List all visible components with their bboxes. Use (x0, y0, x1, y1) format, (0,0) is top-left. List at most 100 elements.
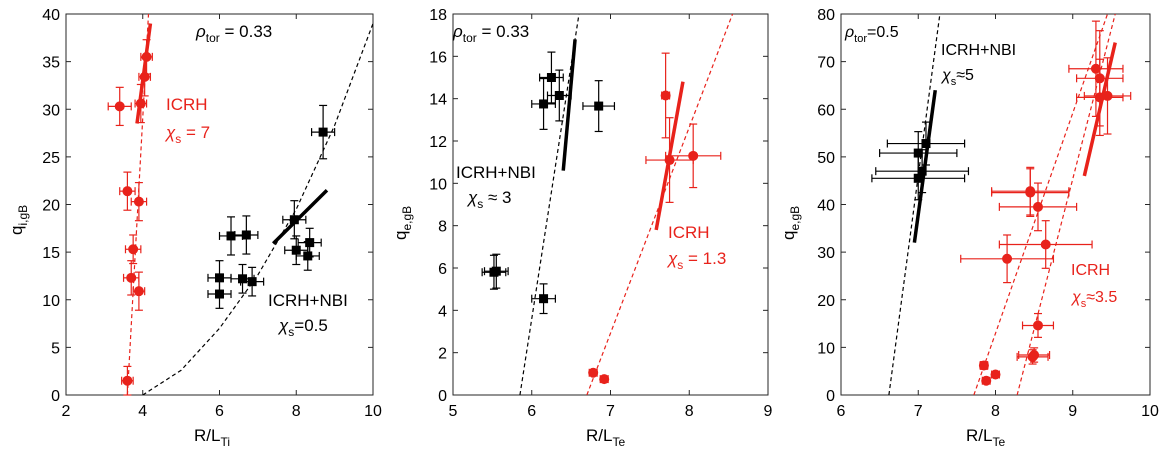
y-tick-label: 15 (42, 245, 60, 262)
x-tick-label: 8 (685, 403, 694, 420)
x-tick-label: 2 (62, 403, 71, 420)
panel-2-icrh-label: ICRH (668, 223, 710, 242)
x-tick-label: 5 (449, 403, 458, 420)
data-point-circle (133, 196, 144, 207)
panel-3-nbi-chi: χs≈5 (940, 67, 974, 88)
y-tick-label: 80 (817, 7, 835, 24)
x-tick-label: 7 (914, 403, 923, 420)
data-point-square (546, 73, 556, 82)
data-point-square (247, 277, 257, 287)
y-tick-label: 10 (429, 176, 447, 193)
y-tick-label: 30 (42, 102, 60, 119)
y-tick-label: 10 (817, 340, 835, 357)
panel-1-axes-box (65, 13, 374, 396)
data-point-square (921, 139, 931, 149)
data-point-square (539, 99, 549, 109)
y-tick-label: 30 (817, 245, 835, 262)
y-tick-label: 50 (817, 150, 835, 167)
y-tick-label: 5 (51, 340, 60, 357)
data-point-circle (1032, 201, 1043, 212)
data-point-square (303, 251, 313, 261)
y-tick-label: 35 (42, 55, 60, 72)
x-tick-label: 6 (215, 403, 224, 420)
data-point-circle (1027, 351, 1038, 362)
data-point-square (489, 267, 499, 277)
y-tick-label: 70 (817, 55, 835, 72)
data-point-square (238, 274, 248, 284)
data-point-circle (981, 375, 992, 386)
slope-line-black (561, 39, 577, 171)
data-point-circle (660, 90, 671, 101)
y-tick-label: 10 (42, 293, 60, 310)
y-tick-label: 40 (42, 7, 60, 24)
panel-2-ticks: 5 6 7 8 9 0 2 4 6 8 10 12 14 16 18 (429, 7, 772, 420)
panel-3-x-axis-label: R/LTe (966, 426, 1005, 449)
data-point-square (594, 101, 604, 111)
y-tick-label: 0 (826, 388, 835, 405)
data-point-circle (1090, 63, 1101, 74)
data-point-circle (122, 375, 133, 386)
data-point-circle (133, 286, 144, 297)
data-point-circle (141, 51, 152, 62)
y-tick-label: 6 (438, 261, 447, 278)
y-tick-label: 8 (438, 219, 447, 236)
data-point-circle (139, 71, 150, 82)
data-point-circle (1032, 320, 1043, 331)
data-point-circle (122, 186, 133, 197)
slope-line-black (912, 89, 937, 243)
panel-3-fit-lines (888, 14, 1117, 395)
data-point-circle (135, 98, 146, 109)
panel-3-y-axis-label: qe,gB (779, 206, 802, 240)
x-tick-label: 10 (1141, 403, 1159, 420)
data-point-square (241, 230, 251, 240)
y-tick-label: 18 (429, 7, 447, 24)
data-point-square (913, 173, 923, 183)
data-point-square (554, 90, 564, 100)
panel-1-icrh-chi: χs = 7 (164, 123, 210, 146)
data-point-square (305, 238, 315, 248)
panel-3-nbi-label: ICRH+NBI (941, 42, 1016, 59)
panel-1-fit-lines (126, 14, 373, 395)
panel-2-x-axis-label: R/LTe (586, 426, 625, 449)
x-tick-label: 9 (1068, 403, 1077, 420)
data-point-circle (599, 374, 610, 385)
fit-line-2-red (1016, 14, 1116, 395)
panel-2-data-marks (481, 51, 722, 385)
data-point-circle (588, 367, 599, 378)
y-tick-label: 16 (429, 49, 447, 66)
data-point-circle (688, 150, 699, 161)
y-tick-label: 20 (42, 198, 60, 215)
panel-3-icrh-chi: χs≈3.5 (1070, 289, 1117, 310)
data-point-circle (978, 360, 989, 371)
data-point-circle (126, 272, 137, 283)
panel-1-ticks: 2 4 6 8 10 0 5 10 15 20 25 30 35 40 (42, 7, 382, 420)
panel-3: 6 7 8 9 10 0 10 20 30 40 50 60 70 80 ρtor=0.5 ICRH+NB… (779, 7, 1159, 449)
y-tick-label: 2 (438, 346, 447, 363)
panel-2-rho-label: ρtor = 0.33 (452, 22, 529, 45)
slope-line-black (271, 188, 329, 245)
x-tick-label: 8 (991, 403, 1000, 420)
data-point-circle (1002, 253, 1013, 264)
data-point-circle (1040, 239, 1051, 250)
panel-1-rho-label: ρtor = 0.33 (195, 22, 272, 45)
data-point-square (291, 245, 301, 255)
y-tick-label: 14 (429, 92, 447, 109)
data-point-square (913, 148, 923, 158)
y-tick-label: 60 (817, 102, 835, 119)
panel-3-ticks: 6 7 8 9 10 0 10 20 30 40 50 60 70 80 (817, 7, 1159, 420)
data-point-circle (1102, 90, 1113, 101)
data-point-circle (1094, 92, 1105, 103)
x-tick-label: 9 (764, 403, 773, 420)
data-point-square (215, 273, 224, 283)
panel-1-icrh-label: ICRH (166, 95, 208, 114)
panel-1-nbi-label: ICRH+NBI (268, 291, 348, 310)
y-tick-label: 0 (438, 388, 447, 405)
data-point-circle (128, 244, 139, 255)
data-point-square (226, 231, 236, 241)
panel-1-nbi-chi: χs=0.5 (277, 316, 328, 339)
x-tick-label: 7 (606, 403, 615, 420)
fit-curve-black (142, 23, 373, 395)
y-tick-label: 40 (817, 198, 835, 215)
